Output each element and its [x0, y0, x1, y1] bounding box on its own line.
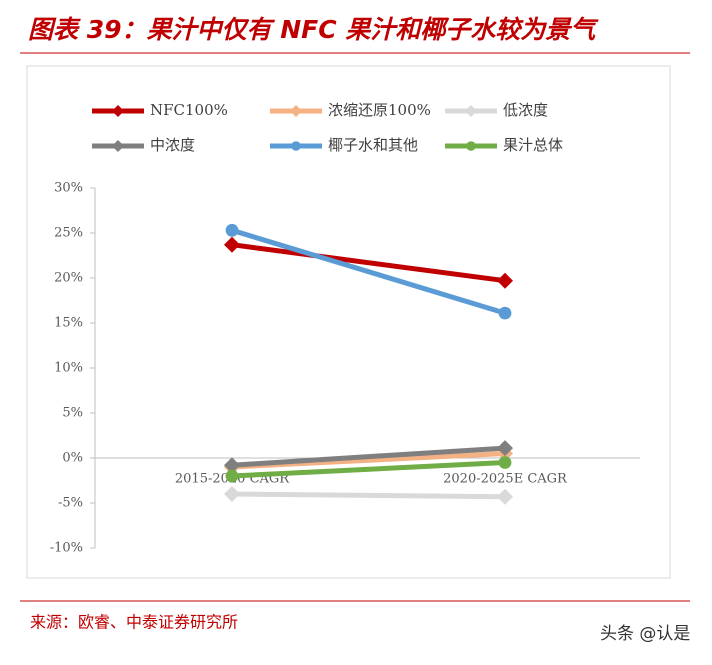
series-line: [231, 227, 506, 316]
point: [225, 223, 239, 237]
y-tick-label: -10%: [50, 541, 83, 556]
legend-label: 果汁总体: [503, 136, 563, 154]
point: [225, 469, 239, 483]
legend-marker: [466, 141, 476, 151]
y-tick-label: 15%: [54, 316, 83, 331]
legend-marker: [290, 105, 302, 117]
y-tick-label: 30%: [54, 181, 83, 196]
plot: -10%-5%0%5%10%15%20%25%30%2015-2020 CAGR…: [50, 101, 640, 556]
y-tick-label: 5%: [62, 406, 83, 421]
watermark: 头条 @认是: [600, 624, 690, 644]
series-line: [231, 460, 506, 479]
page-title: 图表 39：果汁中仅有 NFC 果汁和椰子水较为景气: [28, 15, 599, 44]
legend-label: 中浓度: [150, 136, 195, 154]
point: [224, 457, 240, 474]
point: [224, 236, 240, 253]
point: [498, 306, 512, 320]
series-line: [231, 445, 506, 468]
y-tick-label: 0%: [62, 451, 83, 466]
legend-marker: [291, 141, 301, 151]
legend-label: 低浓度: [503, 101, 548, 119]
source: 来源：欧睿、中泰证券研究所: [30, 613, 238, 632]
y-tick-label: 20%: [54, 271, 83, 286]
legend-marker: [465, 105, 477, 117]
y-tick-label: 25%: [54, 226, 83, 241]
series-line: [231, 242, 506, 284]
legend-marker: [112, 140, 124, 152]
series-line: [231, 491, 506, 500]
chart-frame: [26, 65, 671, 579]
legend-label: 浓缩还原100%: [328, 101, 431, 119]
point: [497, 272, 513, 289]
x-tick-label: 2020-2025E CAGR: [443, 472, 568, 487]
legend-label: 椰子水和其他: [328, 136, 418, 154]
y-tick-label: 10%: [54, 361, 83, 376]
legend-label: NFC100%: [150, 101, 228, 119]
point: [498, 456, 512, 469]
point: [497, 488, 513, 505]
point: [224, 486, 240, 502]
point: [497, 440, 513, 457]
y-tick-label: -5%: [58, 496, 83, 511]
legend-marker: [112, 105, 124, 117]
